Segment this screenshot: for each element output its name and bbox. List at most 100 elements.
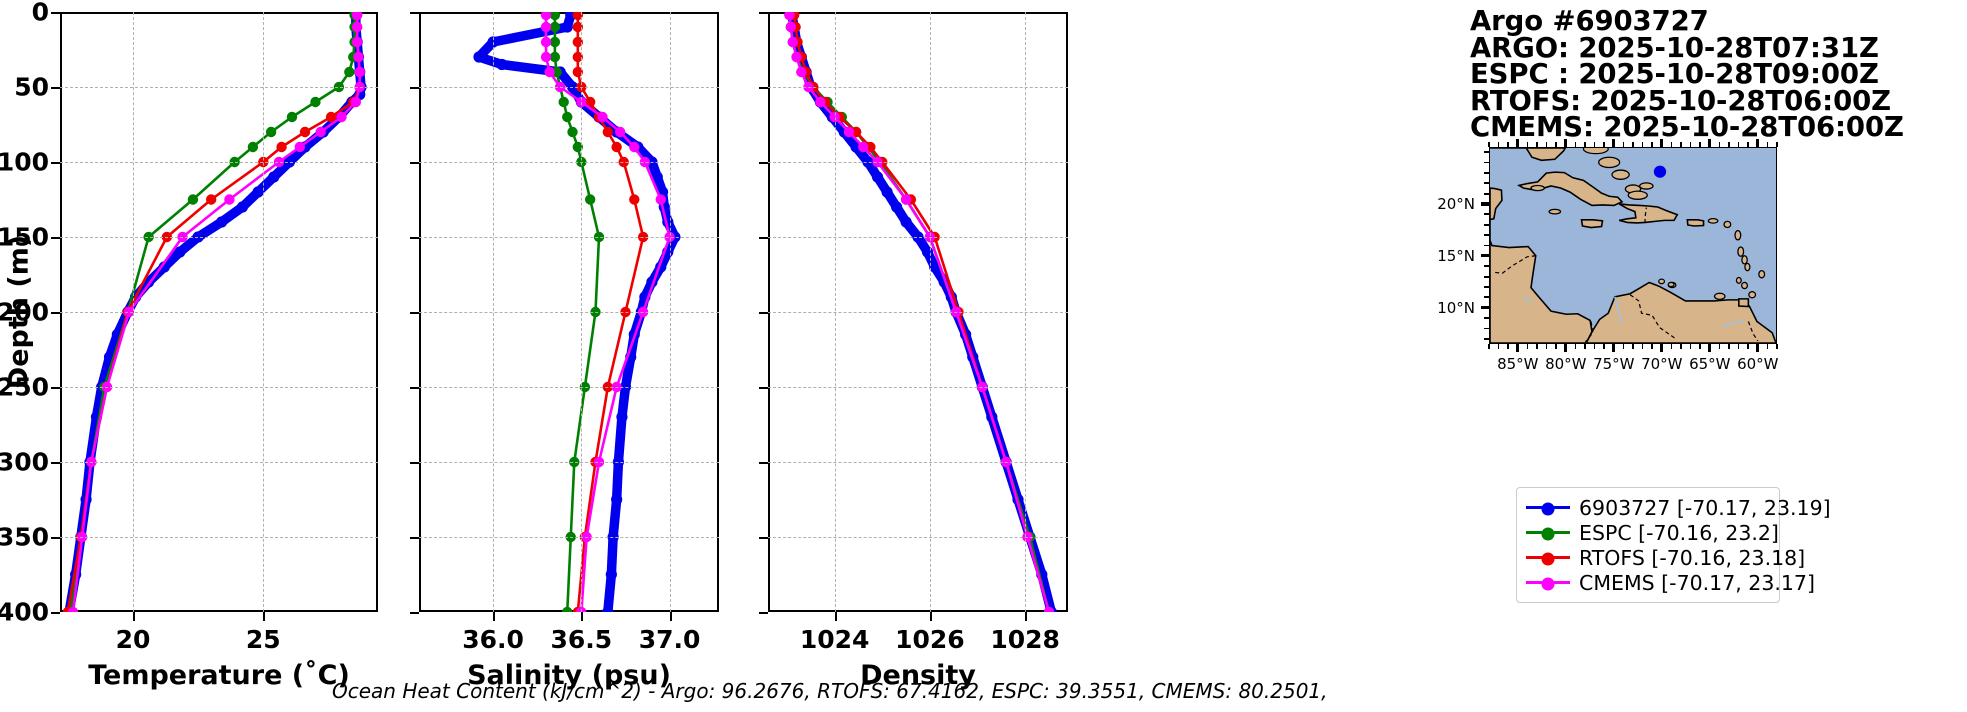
series-marker-CMEMS [655,194,666,205]
legend-line-swatch [1526,502,1570,516]
legend-line-swatch [1526,527,1570,541]
salinity-profile-panel: Salinity (psu) 36.0 36.5 37.0 [410,12,719,691]
depth-tick-label: 200 [0,297,49,327]
series-line-RTOFS [794,15,1049,612]
depth-gridline [419,537,719,538]
map-lon-tick-top [1776,142,1778,147]
map-lon-tick-bottom [1603,344,1606,349]
map-lat-tick-left [1481,202,1489,206]
map-lat-tick-left [1484,182,1489,185]
series-marker-6903727 [871,171,884,183]
island-shape [1735,276,1742,284]
island-shape [1734,229,1742,241]
series-marker-CMEMS [351,12,363,21]
series-marker-RTOFS [850,126,862,138]
map-lon-tick-bottom [1545,344,1548,349]
legend-item-argo[interactable]: 6903727 [-70.17, 23.19] [1526,495,1831,520]
map-lat-tick-left [1484,213,1489,216]
series-marker-ESPC [247,141,259,153]
landmass-polygon [1618,203,1679,224]
series-marker-6903727 [611,493,623,506]
map-lon-tick-top [1766,142,1769,147]
series-marker-6903727 [268,171,280,183]
island-shape [1707,217,1719,224]
depth-tick-mark [51,237,60,239]
legend-item-espc[interactable]: ESPC [-70.16, 23.2] [1526,520,1779,545]
depth-tick-mark [51,462,60,464]
depth-tick-mark [410,87,419,89]
depth-tick-label: 100 [0,147,49,177]
legend-item-cmems[interactable]: CMEMS [-70.17, 23.17] [1526,570,1815,595]
map-lon-tick-top [1564,139,1568,147]
series-marker-CMEMS [597,111,608,123]
series-marker-CMEMS [336,111,347,123]
series-marker-CMEMS [351,36,363,48]
series-marker-ESPC [569,456,580,468]
series-marker-6903727 [283,156,295,168]
depth-gridline [768,237,1068,238]
legend-line-swatch [1526,552,1570,566]
series-marker-CMEMS [784,12,795,21]
series-marker-ESPC [562,111,573,123]
value-gridline [493,12,495,612]
series-marker-CMEMS [224,194,235,205]
legend-label: CMEMS [-70.17, 23.17] [1579,570,1815,595]
legend-item-rtofs[interactable]: RTOFS [-70.16, 23.18] [1526,545,1805,570]
island-shape [1598,156,1621,169]
density-profile-panel: Density 1024 1026 1028 [759,12,1068,691]
legend-marker-dot [1541,502,1555,516]
series-marker-CMEMS [796,66,807,78]
map-lon-label: 60°W [1737,355,1779,373]
map-lat-tick-left [1484,317,1489,319]
landmass-polygon [1490,148,1567,162]
map-lon-tick-top [1680,142,1682,147]
depth-tick-mark [410,312,419,314]
depth-tick-label: 150 [0,222,49,252]
map-lon-tick-top [1756,139,1760,147]
map-lat-tick-left [1484,161,1489,164]
landmass-polygon [1490,187,1593,343]
value-gridline [581,12,583,612]
value-tick-label: 1024 [799,625,870,654]
depth-gridline [419,87,719,88]
map-lon-tick-bottom [1555,344,1558,349]
depth-gridline [768,162,1068,163]
depth-tick-mark [759,462,768,464]
legend-line-swatch [1526,577,1570,591]
value-tick-label: 1026 [895,625,965,654]
map-lon-tick-top [1660,139,1664,147]
depth-tick-label: 300 [0,447,49,477]
depth-gridline [419,312,719,313]
map-lon-tick-top [1545,142,1548,147]
series-marker-ESPC [590,306,601,318]
map-lon-tick-bottom [1708,344,1712,352]
map-lat-tick-left [1481,254,1489,258]
value-tick-mark [263,612,266,621]
depth-tick-label: 0 [31,0,49,27]
value-tick-mark [669,612,672,621]
island-shape [1658,278,1666,285]
series-marker-CMEMS [815,96,826,108]
series-marker-ESPC [265,126,277,138]
island-shape [1639,182,1654,190]
map-lon-tick-bottom [1689,344,1692,349]
value-tick-label: 1028 [990,625,1060,654]
map-lon-tick-bottom [1516,344,1520,352]
series-marker-RTOFS [620,306,631,318]
series-marker-CMEMS [540,51,552,63]
series-legend: 6903727 [-70.17, 23.19] ESPC [-70.16, 23.… [1516,487,1831,603]
depth-gridline [60,462,378,463]
country-border [1584,321,1594,343]
density-series-layer [784,12,1057,612]
map-lon-tick-top [1574,142,1577,147]
series-marker-6903727 [158,261,170,273]
profile-metadata-header: Argo #6903727 ARGO: 2025-10-28T07:31Z ESPC… [1470,8,1904,141]
series-marker-ESPC [310,96,321,108]
series-marker-CMEMS [637,306,649,318]
map-lon-tick-bottom [1526,344,1529,349]
island-shape [1758,269,1766,279]
series-marker-CMEMS [858,141,869,153]
series-marker-CMEMS [614,126,626,138]
map-lon-tick-top [1488,142,1490,147]
island-shape [1741,281,1749,290]
